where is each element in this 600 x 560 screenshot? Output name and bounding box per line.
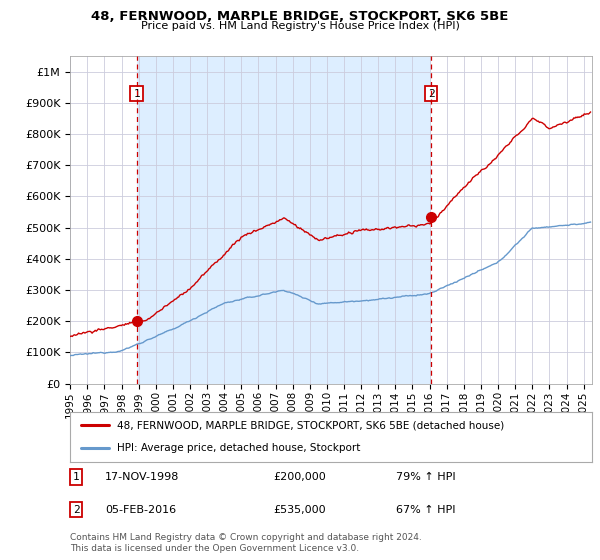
Text: 1: 1 (133, 88, 140, 99)
Text: 79% ↑ HPI: 79% ↑ HPI (396, 472, 455, 482)
Text: £200,000: £200,000 (273, 472, 326, 482)
Text: Price paid vs. HM Land Registry's House Price Index (HPI): Price paid vs. HM Land Registry's House … (140, 21, 460, 31)
Text: 2: 2 (428, 88, 434, 99)
Text: 48, FERNWOOD, MARPLE BRIDGE, STOCKPORT, SK6 5BE: 48, FERNWOOD, MARPLE BRIDGE, STOCKPORT, … (91, 10, 509, 23)
Text: 48, FERNWOOD, MARPLE BRIDGE, STOCKPORT, SK6 5BE (detached house): 48, FERNWOOD, MARPLE BRIDGE, STOCKPORT, … (117, 420, 505, 430)
Text: HPI: Average price, detached house, Stockport: HPI: Average price, detached house, Stoc… (117, 444, 361, 454)
Text: 2: 2 (73, 505, 80, 515)
Text: Contains HM Land Registry data © Crown copyright and database right 2024.
This d: Contains HM Land Registry data © Crown c… (70, 533, 422, 553)
Bar (137, 56, 431, 384)
Text: 67% ↑ HPI: 67% ↑ HPI (396, 505, 455, 515)
Text: 1: 1 (73, 472, 80, 482)
Text: 05-FEB-2016: 05-FEB-2016 (105, 505, 176, 515)
Text: 17-NOV-1998: 17-NOV-1998 (105, 472, 179, 482)
Text: £535,000: £535,000 (273, 505, 326, 515)
